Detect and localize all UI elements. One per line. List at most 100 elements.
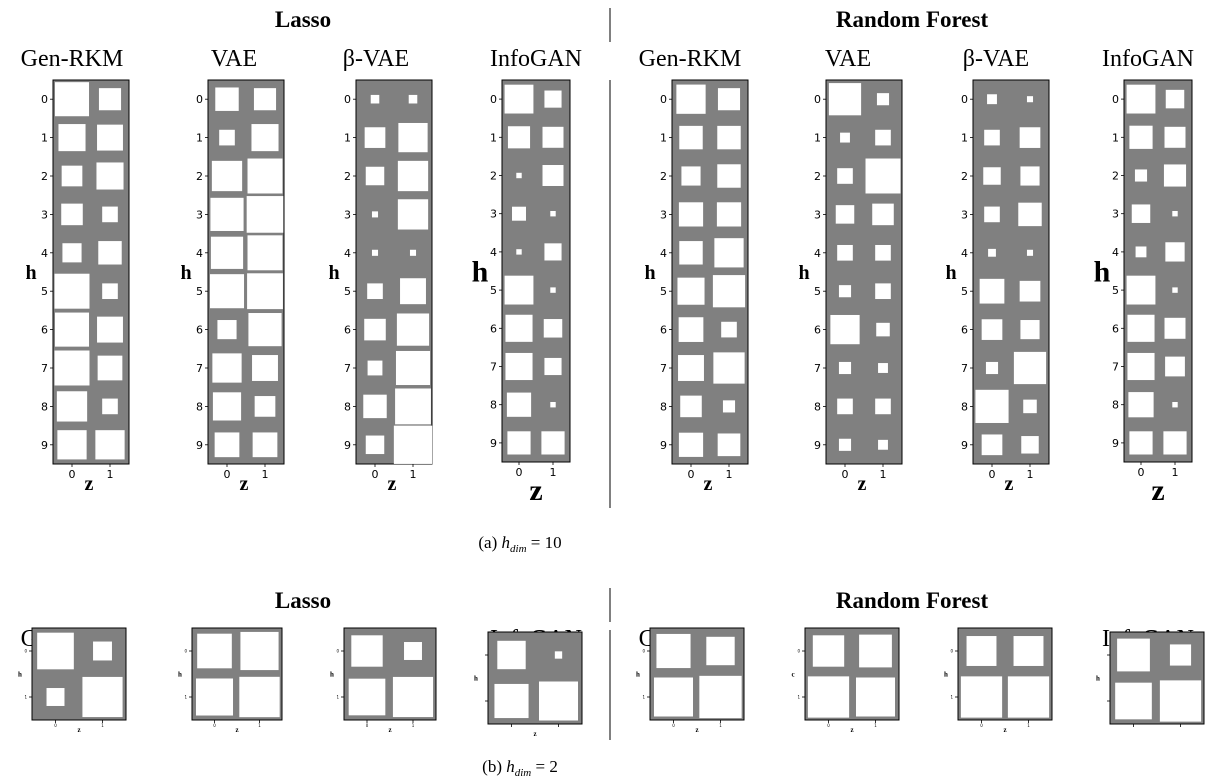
- hinton-square: [542, 126, 564, 148]
- hinton-square: [838, 361, 852, 375]
- hinton-square: [56, 391, 88, 422]
- y-tick-label: 4: [814, 247, 821, 260]
- y-tick-label: 0: [336, 648, 339, 653]
- y-tick-label: 5: [344, 285, 351, 298]
- hinton-square: [677, 277, 705, 305]
- y-tick-label: 9: [1112, 437, 1119, 450]
- y-tick-label: 7: [814, 362, 821, 375]
- chart-title: β-VAE: [343, 46, 409, 72]
- x-tick-label: 1: [258, 723, 261, 728]
- y-tick-label: 6: [660, 324, 667, 337]
- hinton-square: [497, 640, 526, 670]
- y-tick-label: 1: [1112, 131, 1119, 144]
- group-heading-random-forest-a: Random Forest: [836, 7, 989, 32]
- y-tick-label: 8: [1112, 399, 1119, 412]
- y-tick-label: 3: [344, 208, 351, 221]
- hinton-square: [653, 677, 694, 717]
- x-axis-label: z: [533, 730, 536, 738]
- hinton-square: [504, 84, 534, 114]
- hinton-square: [699, 675, 742, 719]
- chart-title: β-VAE: [963, 46, 1029, 72]
- x-tick-label: 1: [1027, 723, 1030, 728]
- hinton-square: [367, 360, 383, 376]
- hinton-square: [214, 432, 240, 458]
- hinton-square: [1020, 166, 1040, 186]
- hinton-square: [1164, 126, 1186, 148]
- hinton-square: [859, 634, 892, 668]
- y-tick-label: 7: [1112, 360, 1119, 373]
- hinton-square: [966, 636, 997, 666]
- hinton-square: [210, 197, 244, 231]
- x-axis-label: z: [850, 726, 853, 734]
- y-axis-label: h: [25, 262, 36, 284]
- hinton-square: [212, 392, 242, 421]
- hinton-square: [837, 168, 853, 184]
- y-axis-label: h: [636, 670, 640, 678]
- hinton-square: [240, 631, 279, 671]
- hinton-square: [678, 432, 704, 457]
- y-axis-label: h: [1096, 674, 1100, 682]
- hinton-square: [404, 642, 422, 660]
- y-axis-label: c: [791, 670, 794, 678]
- hinton-square: [505, 352, 533, 381]
- hinton-square: [512, 206, 526, 221]
- x-axis-label: z: [235, 726, 238, 734]
- y-tick-label: 9: [196, 439, 203, 452]
- y-tick-label: 2: [814, 170, 821, 183]
- hinton-square: [507, 431, 531, 455]
- x-axis-label: z: [1003, 726, 1006, 734]
- hinton-square: [82, 676, 123, 718]
- y-tick-label: 4: [490, 246, 497, 259]
- hinton-square: [717, 125, 741, 150]
- hinton-chart-b-3: InfoGANzh: [474, 626, 583, 738]
- hinton-square: [544, 357, 562, 376]
- y-tick-label: 0: [660, 93, 667, 106]
- hinton-square: [46, 688, 65, 706]
- x-axis-label: z: [1151, 474, 1164, 507]
- hinton-square: [807, 676, 850, 718]
- y-tick-label: 7: [490, 360, 497, 373]
- y-tick-label: 4: [196, 247, 203, 260]
- y-tick-label: 2: [660, 170, 667, 183]
- y-tick-label: 9: [344, 439, 351, 452]
- hinton-square: [371, 249, 379, 256]
- hinton-chart-b-0: Gen-RKM0101zh: [18, 626, 127, 734]
- x-tick-label: 0: [827, 723, 830, 728]
- y-tick-label: 0: [24, 648, 27, 653]
- y-tick-label: 8: [660, 400, 667, 413]
- hinton-chart-b-1: VAE0101zh: [178, 626, 283, 734]
- hinton-square: [681, 166, 701, 186]
- hinton-square: [102, 398, 118, 415]
- hinton-square: [252, 355, 278, 381]
- chart-title: InfoGAN: [1102, 46, 1194, 72]
- y-tick-label: 4: [961, 247, 968, 260]
- hinton-square: [544, 243, 562, 261]
- hinton-square: [878, 363, 888, 373]
- hinton-square: [58, 124, 86, 152]
- hinton-square: [538, 681, 579, 721]
- hinton-square: [395, 350, 431, 386]
- y-tick-label: 3: [196, 208, 203, 221]
- hinton-square: [1172, 210, 1178, 217]
- hinton-square: [516, 249, 522, 255]
- y-tick-label: 1: [184, 694, 187, 699]
- x-axis-label: z: [388, 726, 391, 734]
- y-tick-label: 0: [41, 93, 48, 106]
- hinton-square: [1115, 682, 1152, 720]
- hinton-square: [1021, 436, 1039, 454]
- hinton-square: [679, 125, 703, 150]
- hinton-square: [364, 318, 386, 341]
- x-axis-label: z: [858, 473, 867, 495]
- hinton-square: [1169, 644, 1192, 666]
- x-tick-label: 0: [672, 723, 675, 728]
- hinton-square: [679, 241, 703, 265]
- hinton-square: [195, 678, 234, 716]
- y-tick-label: 8: [814, 400, 821, 413]
- x-tick-label: 0: [1138, 466, 1145, 479]
- x-axis-label: z: [85, 473, 94, 495]
- hinton-square: [365, 166, 385, 186]
